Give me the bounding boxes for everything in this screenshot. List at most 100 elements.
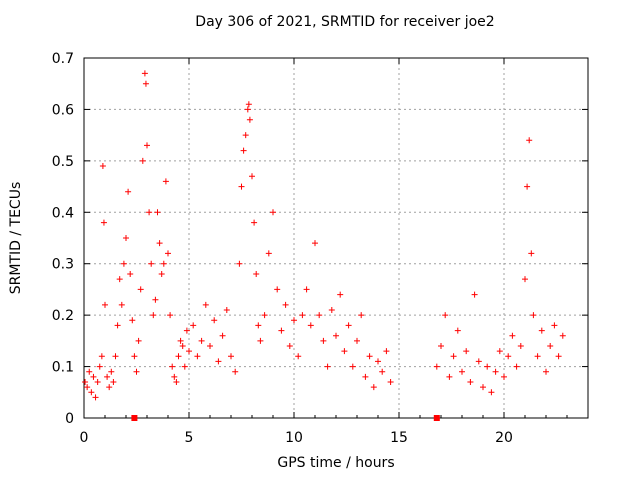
data-point xyxy=(152,296,159,303)
data-point xyxy=(370,384,377,391)
data-point xyxy=(183,327,190,334)
data-point xyxy=(379,368,386,375)
data-point xyxy=(295,353,302,360)
data-point xyxy=(530,312,537,319)
data-point xyxy=(282,301,289,308)
data-point xyxy=(112,353,119,360)
data-point xyxy=(186,348,192,355)
data-point xyxy=(467,379,474,385)
y-tick-label: 0.3 xyxy=(52,257,74,273)
data-point xyxy=(375,358,381,365)
data-point xyxy=(118,301,125,308)
data-point xyxy=(324,363,331,370)
data-point xyxy=(349,363,356,370)
data-point xyxy=(104,373,111,380)
data-point xyxy=(141,70,148,77)
data-point xyxy=(139,157,146,164)
data-point xyxy=(135,337,142,344)
data-point xyxy=(173,379,180,385)
data-point xyxy=(501,373,507,380)
data-point xyxy=(148,260,155,267)
data-point xyxy=(123,235,129,241)
y-tick-label: 0.5 xyxy=(52,154,74,170)
data-point xyxy=(202,301,209,308)
data-point xyxy=(236,260,243,267)
data-point xyxy=(517,343,524,349)
data-point xyxy=(82,379,89,385)
y-tick-label: 0.2 xyxy=(52,308,74,324)
data-point xyxy=(181,363,188,370)
data-point xyxy=(179,343,186,349)
data-point xyxy=(84,384,91,391)
data-point xyxy=(278,327,285,334)
data-point xyxy=(463,348,470,355)
data-point xyxy=(559,332,566,339)
data-point xyxy=(154,209,161,216)
data-point xyxy=(387,379,394,385)
data-point xyxy=(286,343,293,349)
data-point xyxy=(223,307,230,313)
data-point xyxy=(253,271,260,277)
y-tick-label: 0.1 xyxy=(52,360,74,376)
data-point xyxy=(169,363,176,370)
data-point xyxy=(265,250,272,257)
data-point xyxy=(454,327,461,334)
data-point xyxy=(488,389,495,396)
x-tick-label: 0 xyxy=(80,430,89,446)
data-point xyxy=(354,337,360,344)
data-point xyxy=(251,219,258,226)
data-point xyxy=(303,286,310,293)
zero-marker xyxy=(131,415,138,421)
data-point xyxy=(446,373,453,380)
data-point xyxy=(156,240,163,247)
data-point xyxy=(240,147,247,154)
data-point xyxy=(509,332,516,339)
data-point xyxy=(90,373,97,380)
data-point xyxy=(177,337,184,344)
data-point xyxy=(245,101,252,108)
data-point xyxy=(358,312,365,319)
data-point xyxy=(249,173,255,180)
data-point xyxy=(522,276,528,283)
data-point xyxy=(244,106,251,113)
y-axis-label: SRMTID / TECUs xyxy=(8,181,24,295)
data-point xyxy=(228,353,234,360)
data-point xyxy=(513,363,520,370)
data-point xyxy=(555,353,562,360)
data-point xyxy=(438,343,444,349)
data-point xyxy=(291,317,297,324)
data-point xyxy=(246,116,253,123)
data-point xyxy=(480,384,486,391)
data-point xyxy=(114,322,121,329)
data-point xyxy=(211,317,218,324)
data-point xyxy=(94,379,101,385)
data-point xyxy=(505,353,512,360)
data-point xyxy=(96,363,103,370)
data-point xyxy=(274,286,281,293)
data-point xyxy=(547,343,554,349)
data-point xyxy=(551,322,558,329)
data-point xyxy=(100,219,107,226)
x-tick-label: 20 xyxy=(495,430,513,446)
data-point xyxy=(165,250,171,257)
data-point xyxy=(131,353,138,360)
data-point xyxy=(484,363,491,370)
data-point xyxy=(496,348,503,355)
data-point xyxy=(255,322,262,329)
data-point xyxy=(524,183,531,190)
data-point xyxy=(242,132,249,139)
x-tick-label: 5 xyxy=(185,430,194,446)
data-point xyxy=(261,312,268,319)
data-point xyxy=(383,348,390,355)
data-point xyxy=(198,337,205,344)
data-point xyxy=(538,327,545,334)
data-point xyxy=(219,332,226,339)
data-point xyxy=(142,80,149,87)
data-point xyxy=(528,250,535,257)
data-point xyxy=(257,337,264,344)
data-point xyxy=(158,271,165,277)
data-point xyxy=(316,312,323,319)
y-tick-label: 0.7 xyxy=(52,51,74,67)
data-point xyxy=(307,322,314,329)
